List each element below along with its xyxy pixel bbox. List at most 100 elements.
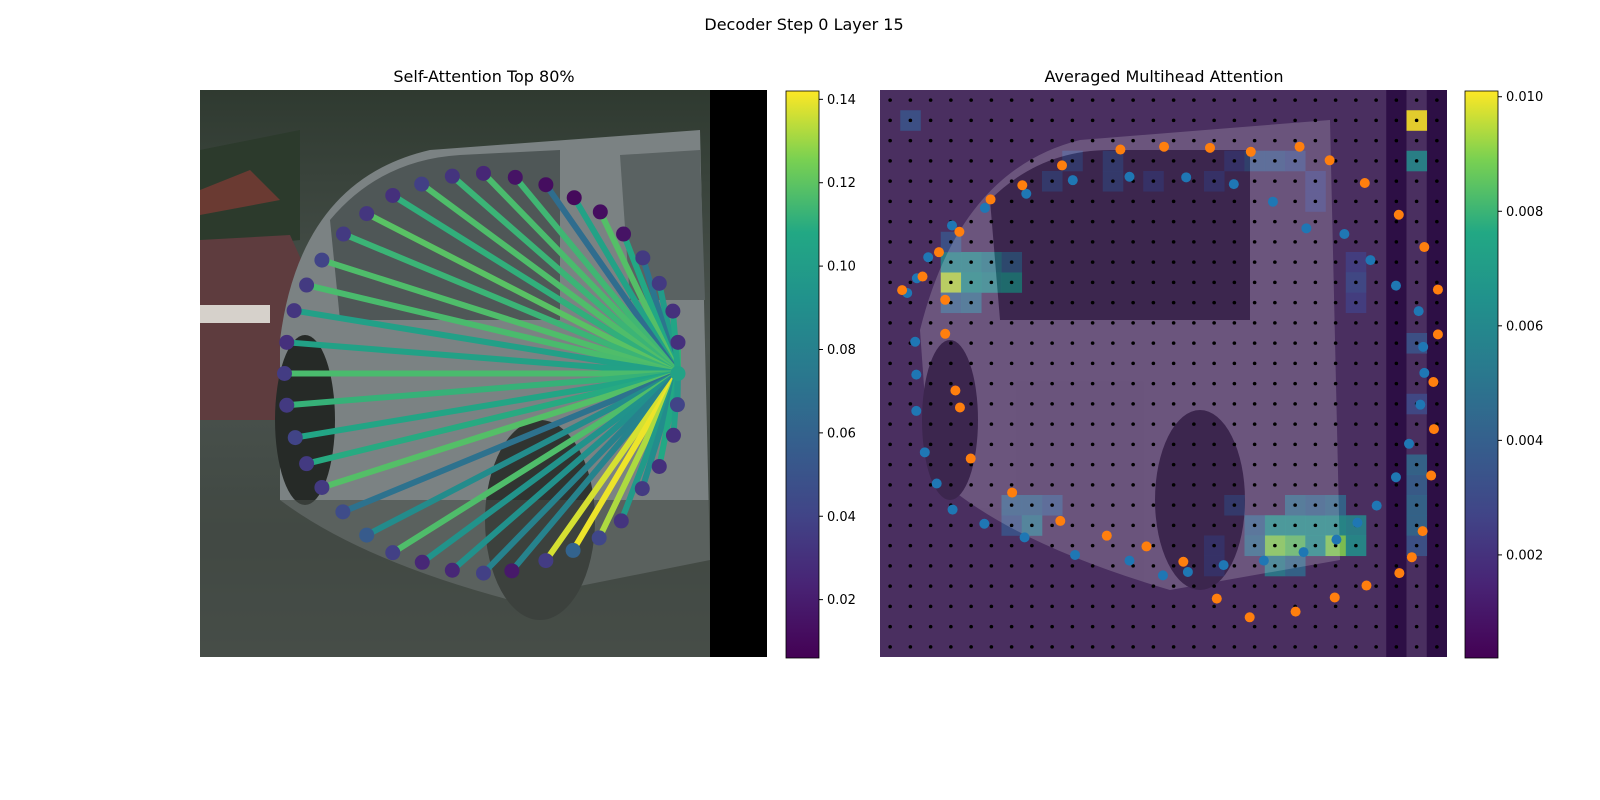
attention-point: [947, 504, 958, 515]
grid-dot: [1090, 483, 1095, 487]
grid-dot: [969, 503, 973, 507]
grid-dot: [888, 280, 892, 285]
grid-dot: [1151, 402, 1156, 406]
grid-dot: [1293, 199, 1297, 204]
attention-node: [414, 554, 430, 570]
grid-dot: [1232, 341, 1237, 345]
grid-dot: [908, 159, 913, 163]
grid-dot: [989, 604, 994, 609]
grid-dot: [1192, 503, 1196, 507]
grid-dot: [1354, 442, 1358, 447]
grid-dot: [1171, 422, 1176, 426]
grid-dot: [1313, 543, 1318, 548]
grid-dot: [1070, 321, 1075, 325]
grid-dot: [1333, 199, 1338, 204]
attention-edge: [389, 192, 681, 377]
grid-dot: [1414, 280, 1419, 285]
grid-dot: [908, 361, 913, 366]
grid-dot: [1232, 98, 1237, 102]
attention-point: [1258, 555, 1269, 566]
grid-dot: [1333, 118, 1338, 123]
grid-dot: [1273, 442, 1277, 447]
attention-node: [538, 553, 554, 569]
grid-dot: [1273, 645, 1277, 649]
grid-dot: [1131, 442, 1135, 447]
grid-dot: [1171, 240, 1176, 244]
grid-dot: [1273, 321, 1277, 325]
grid-dot: [908, 543, 913, 548]
grid-dot: [1070, 118, 1075, 123]
grid-dot: [1394, 645, 1399, 649]
grid-dot: [1090, 624, 1095, 629]
attention-point: [1055, 515, 1066, 526]
grid-dot: [1030, 219, 1034, 224]
grid-dot: [1050, 564, 1054, 568]
grid-dot: [1070, 462, 1075, 467]
grid-dot: [969, 179, 973, 183]
grid-dot: [1252, 240, 1257, 244]
grid-dot: [1030, 584, 1034, 588]
grid-dot: [1273, 523, 1277, 528]
attention-point: [1294, 141, 1305, 152]
grid-dot: [1313, 381, 1318, 386]
grid-dot: [1151, 604, 1156, 609]
grid-dot: [969, 219, 973, 224]
colorbar-tick-label: 0.002: [1506, 548, 1543, 563]
grid-dot: [888, 159, 892, 163]
grid-dot: [1111, 584, 1115, 588]
grid-dot: [1131, 624, 1135, 629]
grid-dot: [1273, 422, 1277, 426]
grid-dot: [1192, 280, 1196, 285]
grid-dot: [908, 402, 913, 406]
attention-point: [923, 252, 934, 263]
grid-dot: [1313, 442, 1318, 447]
grid-dot: [989, 179, 994, 183]
grid-dot: [1232, 645, 1237, 649]
attention-point: [1019, 532, 1030, 543]
grid-dot: [1232, 240, 1237, 244]
attention-node: [385, 545, 401, 561]
grid-dot: [1414, 219, 1419, 224]
grid-dot: [1293, 341, 1297, 345]
attention-point: [1182, 566, 1193, 577]
grid-dot: [1435, 341, 1439, 345]
attention-node: [665, 303, 681, 319]
grid-dot: [1293, 543, 1297, 548]
attention-edge: [318, 370, 681, 491]
grid-dot: [1070, 240, 1075, 244]
grid-dot: [1131, 422, 1135, 426]
grid-dot: [1333, 483, 1338, 487]
grid-dot: [1273, 483, 1277, 487]
grid-dot: [1333, 361, 1338, 366]
grid-dot: [1192, 483, 1196, 487]
grid-dot: [1293, 564, 1297, 568]
grid-dot: [1394, 321, 1399, 325]
grid-dot: [989, 503, 994, 507]
grid-dot: [1151, 361, 1156, 366]
grid-dot: [1333, 543, 1338, 548]
grid-dot: [1273, 543, 1277, 548]
grid-dot: [1070, 543, 1075, 548]
grid-dot: [928, 199, 933, 204]
grid-dot: [1009, 402, 1014, 406]
grid-dot: [1030, 523, 1034, 528]
grid-dot: [888, 442, 892, 447]
grid-dot: [1070, 138, 1075, 143]
attention-point: [954, 226, 965, 237]
grid-dot: [1394, 341, 1399, 345]
grid-dot: [1131, 260, 1135, 264]
grid-dot: [1192, 402, 1196, 406]
attention-node: [504, 563, 520, 579]
grid-dot: [1192, 159, 1196, 163]
attention-node: [592, 204, 608, 220]
grid-dot: [888, 462, 892, 467]
grid-dot: [1050, 645, 1054, 649]
grid-dot: [908, 321, 913, 325]
grid-dot: [1273, 564, 1277, 568]
grid-dot: [1030, 159, 1034, 163]
grid-dot: [888, 199, 892, 204]
grid-dot: [1151, 300, 1156, 305]
grid-dot: [1354, 645, 1358, 649]
grid-dot: [949, 159, 953, 163]
grid-dot: [1131, 604, 1135, 609]
